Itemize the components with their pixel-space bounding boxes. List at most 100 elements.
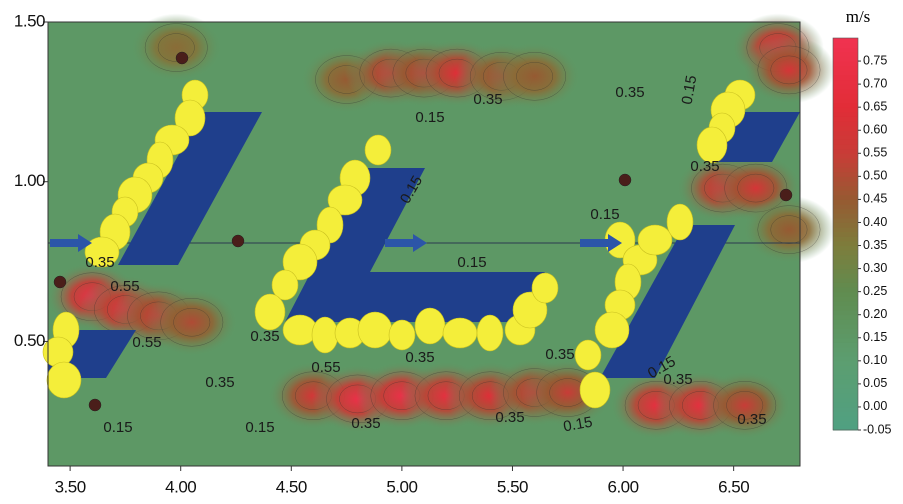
colorbar-segment <box>833 250 858 255</box>
colorbar-segment <box>833 126 858 131</box>
contour-label: 0.35 <box>473 91 502 108</box>
contour-label: 0.35 <box>690 158 719 175</box>
colorbar-segment <box>833 43 858 48</box>
colorbar-segment <box>833 158 858 163</box>
colorbar-segment <box>833 107 858 112</box>
contour-label: 0.15 <box>103 419 132 436</box>
colorbar-segment <box>833 38 858 43</box>
stone <box>532 273 558 303</box>
y-tick-label: 1.50 <box>14 11 45 30</box>
y-tick-label: 1.00 <box>14 171 45 190</box>
colorbar-segment <box>833 412 858 417</box>
colorbar-segment <box>833 315 858 320</box>
contour-label: 0.35 <box>85 254 114 271</box>
colorbar-segment <box>833 384 858 389</box>
colorbar-tick-label: -0.05 <box>863 422 892 436</box>
colorbar-segment <box>833 246 858 251</box>
colorbar-segment <box>833 218 858 223</box>
colorbar-tick-label: 0.60 <box>863 123 887 137</box>
colorbar-segment <box>833 347 858 352</box>
stone <box>477 315 503 351</box>
colorbar-segment <box>833 264 858 269</box>
colorbar-segment <box>833 282 858 287</box>
stone <box>443 318 477 348</box>
colorbar-tick-label: 0.10 <box>863 353 887 367</box>
contour-label: 0.35 <box>351 415 380 432</box>
x-tick-label: 6.50 <box>718 477 749 496</box>
contour-label: 0.35 <box>495 409 524 426</box>
colorbar-segment <box>833 98 858 103</box>
colorbar-tick-label: 0.15 <box>863 330 887 344</box>
colorbar-segment <box>833 190 858 195</box>
colorbar-segment <box>833 301 858 306</box>
stone <box>47 362 81 398</box>
colorbar-segment <box>833 232 858 237</box>
colorbar-segment <box>833 319 858 324</box>
colorbar-segment <box>833 153 858 158</box>
colorbar-segment <box>833 370 858 375</box>
colorbar-segment <box>833 61 858 66</box>
colorbar-segment <box>833 375 858 380</box>
contour-label: 0.15 <box>457 254 486 271</box>
colorbar-segment <box>833 149 858 154</box>
contour-label: 0.35 <box>615 84 644 101</box>
colorbar-tick-label: 0.25 <box>863 284 887 298</box>
colorbar-segment <box>833 342 858 347</box>
colorbar-tick-label: 0.50 <box>863 169 887 183</box>
contour-label: 0.35 <box>250 328 279 345</box>
probe-point <box>54 276 66 288</box>
contour-label: 0.55 <box>311 359 340 376</box>
x-tick-label: 6.00 <box>608 477 639 496</box>
colorbar-tick-label: 0.40 <box>863 215 887 229</box>
colorbar-segment <box>833 167 858 172</box>
colorbar-segment <box>833 139 858 144</box>
colorbar-segment <box>833 222 858 227</box>
colorbar-segment <box>833 103 858 108</box>
colorbar-segment <box>833 296 858 301</box>
contour-label: 0.35 <box>205 374 234 391</box>
stone <box>255 294 285 330</box>
contour-label: 0.55 <box>110 278 139 295</box>
colorbar-segment <box>833 241 858 246</box>
stone <box>389 320 415 350</box>
colorbar-segment <box>833 379 858 384</box>
stone <box>595 312 629 348</box>
colorbar-segment <box>833 388 858 393</box>
contour-label: 0.35 <box>545 346 574 363</box>
colorbar-tick-label: 0.75 <box>863 53 887 67</box>
colorbar-segment <box>833 273 858 278</box>
colorbar-tick-label: 0.65 <box>863 99 887 113</box>
y-tick-label: 0.50 <box>14 331 45 350</box>
x-tick-label: 4.00 <box>165 477 196 496</box>
stone <box>283 315 317 345</box>
colorbar-segment <box>833 52 858 57</box>
stone <box>415 308 445 344</box>
colorbar-segment <box>833 259 858 264</box>
probe-point <box>232 235 244 247</box>
contour-label: 0.35 <box>405 349 434 366</box>
colorbar-segment <box>833 292 858 297</box>
stone <box>312 317 338 353</box>
colorbar-tick-label: 0.45 <box>863 192 887 206</box>
colorbar-tick-label: 0.30 <box>863 261 887 275</box>
colorbar-segment <box>833 199 858 204</box>
contour-label: 0.15 <box>245 419 274 436</box>
contour-label: 0.35 <box>737 411 766 428</box>
colorbar-segment <box>833 163 858 168</box>
contour-label: 0.15 <box>590 206 619 223</box>
colorbar-tick-label: 0.70 <box>863 76 887 90</box>
colorbar-segment <box>833 176 858 181</box>
x-tick-label: 3.50 <box>55 477 86 496</box>
stone <box>667 204 693 240</box>
colorbar-segment <box>833 84 858 89</box>
colorbar-segment <box>833 398 858 403</box>
colorbar-segment <box>833 47 858 52</box>
colorbar-segment <box>833 421 858 426</box>
stone <box>638 225 672 255</box>
colorbar-segment <box>833 112 858 117</box>
colorbar-segment <box>833 116 858 121</box>
colorbar-segment <box>833 172 858 177</box>
colorbar-segment <box>833 209 858 214</box>
probe-point <box>176 52 188 64</box>
colorbar-segment <box>833 365 858 370</box>
